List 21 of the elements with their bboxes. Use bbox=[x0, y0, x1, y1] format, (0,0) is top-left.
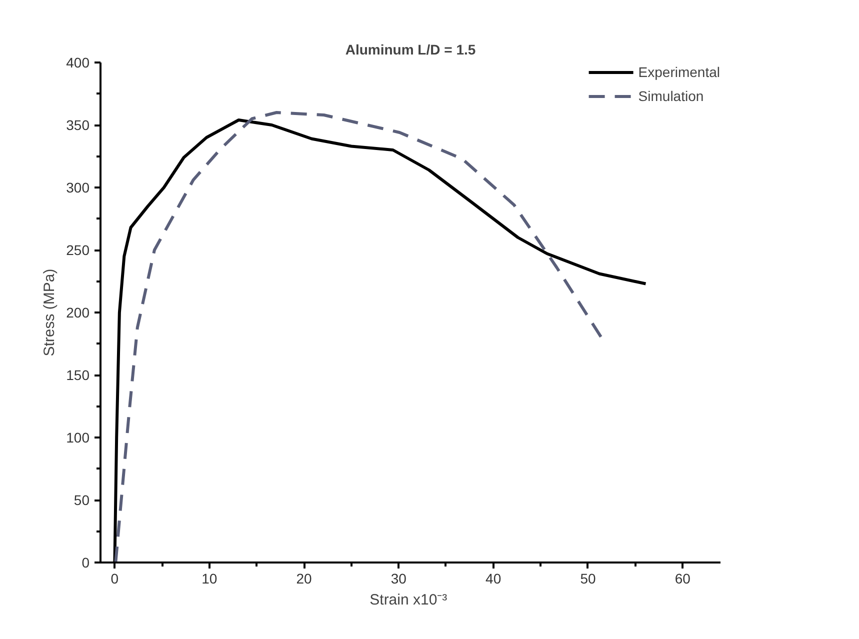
y-tick-label: 0 bbox=[82, 554, 90, 570]
y-tick-label: 150 bbox=[66, 367, 90, 383]
y-axis-title: Stress (MPa) bbox=[41, 268, 58, 356]
y-tick-label: 400 bbox=[66, 54, 90, 70]
x-tick-label: 60 bbox=[674, 570, 691, 586]
legend-label: Simulation bbox=[638, 88, 704, 104]
y-tick-label: 250 bbox=[66, 242, 90, 258]
y-tick-label: 300 bbox=[66, 180, 90, 196]
chart-title: Aluminum L/D = 1.5 bbox=[345, 42, 476, 58]
x-tick-label: 40 bbox=[486, 570, 502, 586]
y-tick-label: 350 bbox=[66, 117, 90, 133]
x-tick-label: 50 bbox=[580, 570, 596, 586]
x-tick-label: 30 bbox=[390, 570, 407, 586]
y-tick-label: 100 bbox=[66, 430, 90, 446]
y-tick-label: 200 bbox=[66, 304, 90, 320]
x-tick-label: 10 bbox=[202, 570, 218, 586]
y-tick-label: 50 bbox=[74, 492, 90, 508]
x-tick-label: 0 bbox=[110, 570, 119, 586]
legend-label: Experimental bbox=[638, 64, 720, 80]
x-tick-label: 20 bbox=[296, 570, 312, 586]
x-axis-title: Strain x10⁻³ bbox=[370, 592, 448, 608]
